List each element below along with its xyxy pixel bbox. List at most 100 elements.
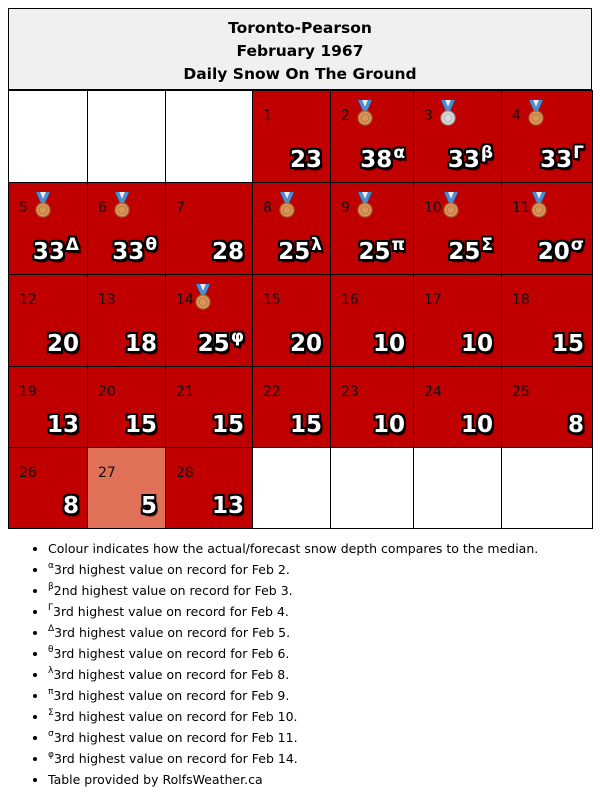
empty-day-cell [252,447,331,529]
bronze-medal-icon [33,191,53,221]
snow-depth-number: 38 [360,147,393,173]
empty-day-cell [501,447,593,529]
footnote-marker: Δ [48,624,55,634]
snow-depth-value: 15 [290,412,322,438]
day-number: 27 [98,465,116,481]
snow-depth-number: 33 [540,147,573,173]
period-title: February 1967 [236,42,364,60]
snow-depth-number: 8 [62,493,79,519]
empty-day-cell [330,447,414,529]
snow-depth-number: 15 [211,412,244,438]
day-number: 26 [19,465,37,481]
snow-depth-number: 20 [289,331,322,357]
bronze-medal-icon [526,99,546,129]
record-footnote-marker: θ [145,235,157,255]
day-number: 1 [263,108,272,124]
snow-depth-value: 20σ [538,235,584,265]
bronze-medal-icon [193,283,213,313]
snow-depth-value: 10 [461,412,493,438]
snow-depth-number: 25 [197,331,230,357]
day-cell: 17 10 [413,274,502,367]
day-cell: 21 15 [165,366,253,448]
calendar-week-row: 1 23 2 38α 3 33β 4 33Γ [8,90,593,183]
empty-day-cell [413,447,502,529]
footnote-item: θ3rd highest value on record for Feb 6. [48,643,600,664]
footnote-text: 3rd highest value on record for Feb 6. [53,646,290,661]
record-footnote-marker: φ [230,327,244,347]
day-number: 15 [263,292,281,308]
day-cell: 2 38α [330,90,414,183]
snow-depth-value: 5 [141,493,157,519]
day-cell: 20 15 [87,366,166,448]
day-cell: 27 5 [87,447,166,529]
snow-depth-value: 10 [373,412,405,438]
day-cell: 24 10 [413,366,502,448]
snow-depth-value: 15 [212,412,244,438]
day-cell: 5 33Δ [8,182,88,275]
snow-depth-value: 20 [290,331,322,357]
day-number: 18 [512,292,530,308]
footnote-text: Table provided by RolfsWeather.ca [48,772,263,787]
snow-depth-number: 20 [46,331,79,357]
day-number: 14 [176,292,194,308]
footnote-marker: σ [48,729,54,739]
bronze-medal-icon [277,191,297,221]
calendar-week-row: 26 8 27 5 28 13 [8,447,593,529]
day-number: 2 [341,108,350,124]
footnote-item: Table provided by RolfsWeather.ca [48,769,600,790]
footnote-marker: Γ [48,603,54,613]
snow-depth-number: 25 [448,239,481,265]
footnote-item: λ3rd highest value on record for Feb 8. [48,664,600,685]
calendar-header: Toronto-Pearson February 1967 Daily Snow… [8,8,592,90]
snow-depth-value: 8 [63,493,79,519]
station-name: Toronto-Pearson [228,19,372,37]
footnote-text: Colour indicates how the actual/forecast… [48,541,539,556]
footnote-text: 3rd highest value on record for Feb 5. [54,625,291,640]
day-number: 6 [98,200,107,216]
day-cell: 16 10 [330,274,414,367]
day-number: 25 [512,384,530,400]
day-number: 9 [341,200,350,216]
day-number: 3 [424,108,433,124]
record-footnote-marker: λ [311,235,322,255]
snow-depth-value: 33Δ [33,235,79,265]
footnote-text: 3rd highest value on record for Feb 4. [53,604,289,619]
bronze-medal-icon [529,191,549,221]
record-footnote-marker: σ [570,235,584,255]
snow-depth-number: 25 [278,239,311,265]
footnote-text: 3rd highest value on record for Feb 11. [53,730,298,745]
day-cell: 14 25φ [165,274,253,367]
record-footnote-marker: Δ [65,235,79,255]
day-cell: 13 18 [87,274,166,367]
record-footnote-marker: Σ [481,235,493,255]
record-footnote-marker: α [393,143,405,163]
snow-depth-value: 33θ [112,235,157,265]
snow-depth-value: 25Σ [448,235,493,265]
bronze-medal-icon [441,191,461,221]
day-number: 19 [19,384,37,400]
day-number: 22 [263,384,281,400]
day-cell: 19 13 [8,366,88,448]
day-cell: 3 33β [413,90,502,183]
calendar-grid: 1 23 2 38α 3 33β 4 33Γ 5 33Δ 6 33θ 7 28 8 25λ 9 25π 10 25Σ 1… [8,90,593,529]
snow-depth-number: 33 [447,147,480,173]
snow-depth-value: 33β [447,143,493,173]
snow-depth-number: 10 [460,331,493,357]
day-cell: 6 33θ [87,182,166,275]
footnote-marker: β [48,582,54,592]
snow-depth-number: 28 [211,239,244,265]
footnote-marker: Σ [48,708,54,718]
snow-depth-number: 23 [289,147,322,173]
day-cell: 25 8 [501,366,593,448]
day-cell: 11 20σ [501,182,593,275]
day-cell: 8 25λ [252,182,331,275]
footnote-marker: φ [48,750,54,760]
day-cell: 10 25Σ [413,182,502,275]
footnote-text: 3rd highest value on record for Feb 8. [53,667,290,682]
empty-day-cell [165,90,253,183]
footnote-item: φ3rd highest value on record for Feb 14. [48,748,600,769]
day-number: 4 [512,108,521,124]
calendar: Toronto-Pearson February 1967 Daily Snow… [8,8,593,529]
calendar-week-row: 5 33Δ 6 33θ 7 28 8 25λ 9 25π 10 25Σ 11 20σ [8,182,593,275]
snow-depth-number: 5 [140,493,157,519]
